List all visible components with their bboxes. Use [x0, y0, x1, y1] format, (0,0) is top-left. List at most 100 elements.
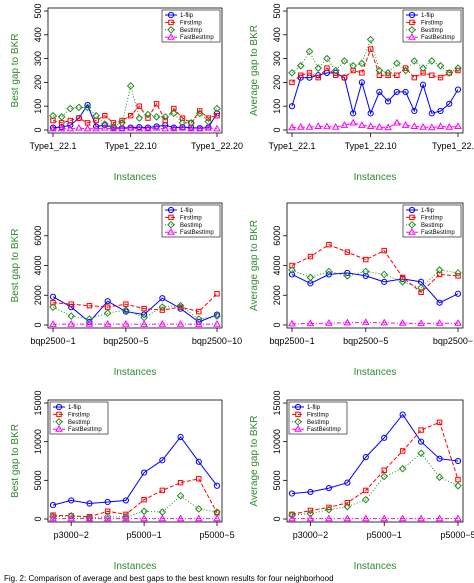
x-tick-label: Type1_22.1	[29, 141, 76, 151]
point-marker	[307, 515, 313, 520]
y-tick-label: 4000	[33, 255, 43, 275]
point-marker	[141, 508, 147, 514]
legend-label: BestImp	[180, 223, 203, 229]
series-fastbestimp	[50, 321, 220, 326]
point-marker	[394, 60, 400, 66]
point-marker	[455, 291, 460, 296]
legend-label: BestImp	[307, 420, 330, 426]
series-line	[53, 297, 217, 322]
y-tick-label: 0	[272, 322, 282, 327]
point-marker	[214, 515, 220, 520]
x-axis-title: Instances	[354, 172, 397, 183]
series-firstimp	[290, 420, 460, 516]
series-firstimp	[290, 242, 460, 294]
x-tick-label: bqp2500−5	[343, 336, 388, 346]
legend-label: FastBestImp	[180, 230, 214, 236]
x-tick-label: Type1_22.10	[345, 141, 397, 151]
series-line	[292, 453, 458, 515]
point-marker	[364, 257, 368, 261]
legend-label: 1-flip	[68, 405, 82, 411]
point-marker	[141, 515, 147, 520]
series-line	[292, 273, 458, 303]
point-marker	[307, 274, 313, 280]
point-marker	[411, 58, 417, 64]
x-tick-label: Type1_22.20	[191, 141, 243, 151]
point-marker	[68, 313, 74, 319]
legend-label: FastBestImp	[421, 230, 455, 236]
legend-label: FastBestImp	[307, 427, 341, 433]
y-tick-label: 0	[33, 127, 43, 132]
point-marker	[123, 321, 129, 326]
x-tick-label: Type1_22.10	[105, 141, 157, 151]
point-marker	[178, 321, 184, 326]
y-tick-label: 100	[272, 99, 282, 114]
point-marker	[403, 122, 409, 127]
point-marker	[385, 125, 391, 130]
legend-label: BestImp	[421, 28, 444, 34]
y-tick-label: 500	[33, 3, 43, 18]
y-tick-label: 200	[272, 75, 282, 90]
point-marker	[437, 63, 443, 69]
y-tick-label: 0	[33, 322, 43, 327]
point-marker	[177, 493, 183, 499]
series-1-flip	[50, 102, 219, 130]
series-1-flip	[50, 294, 219, 324]
legend-label: FastBestImp	[68, 427, 102, 433]
y-tick-label: 10000	[33, 429, 43, 454]
point-marker	[368, 36, 374, 42]
legend-label: BestImp	[180, 28, 203, 34]
series-bestimp	[289, 36, 461, 76]
point-marker	[326, 515, 332, 520]
series-line	[53, 479, 217, 517]
series-line	[292, 245, 458, 293]
series-line	[292, 73, 458, 113]
y-tick-label: 300	[272, 51, 282, 66]
x-axis-title: Instances	[114, 172, 157, 183]
point-marker	[324, 124, 330, 129]
y-tick-label: 5000	[272, 470, 282, 490]
x-tick-label: p5000−5	[440, 530, 474, 540]
point-marker	[400, 515, 406, 520]
y-tick-label: 5000	[33, 470, 43, 490]
series-1-flip	[289, 70, 460, 116]
y-tick-label: 4000	[272, 255, 282, 275]
point-marker	[350, 120, 356, 125]
y-axis-title: Best gap to BKR	[10, 229, 21, 303]
y-tick-label: 10000	[272, 429, 282, 454]
point-marker	[437, 515, 443, 520]
x-tick-label: Type1_22.20	[432, 141, 474, 151]
legend-label: FirstImp	[421, 215, 443, 221]
point-marker	[418, 450, 424, 456]
legend-label: FastBestImp	[421, 35, 455, 41]
series-fastbestimp	[289, 120, 461, 130]
x-axis-title: Instances	[114, 367, 157, 378]
legend-label: FastBestImp	[180, 35, 214, 41]
legend-label: BestImp	[421, 223, 444, 229]
series-bestimp	[50, 83, 220, 130]
point-marker	[394, 120, 400, 125]
chart-panel-4: 0200040006000bqp2500−1bqp2500−5bqp2500−1…	[249, 203, 474, 378]
point-marker	[85, 126, 91, 131]
legend-label: 1-flip	[421, 13, 435, 19]
point-marker	[136, 115, 142, 121]
legend-label: FirstImp	[180, 20, 202, 26]
series-line	[53, 294, 217, 312]
point-marker	[315, 123, 321, 128]
point-marker	[429, 58, 435, 64]
point-marker	[360, 71, 364, 75]
legend-label: FirstImp	[421, 20, 443, 26]
y-tick-label: 6000	[272, 226, 282, 246]
point-marker	[368, 123, 374, 128]
y-axis-title: Best gap to BKR	[10, 34, 21, 108]
point-marker	[363, 515, 369, 520]
series-fastbestimp	[289, 515, 461, 520]
point-marker	[159, 321, 165, 326]
